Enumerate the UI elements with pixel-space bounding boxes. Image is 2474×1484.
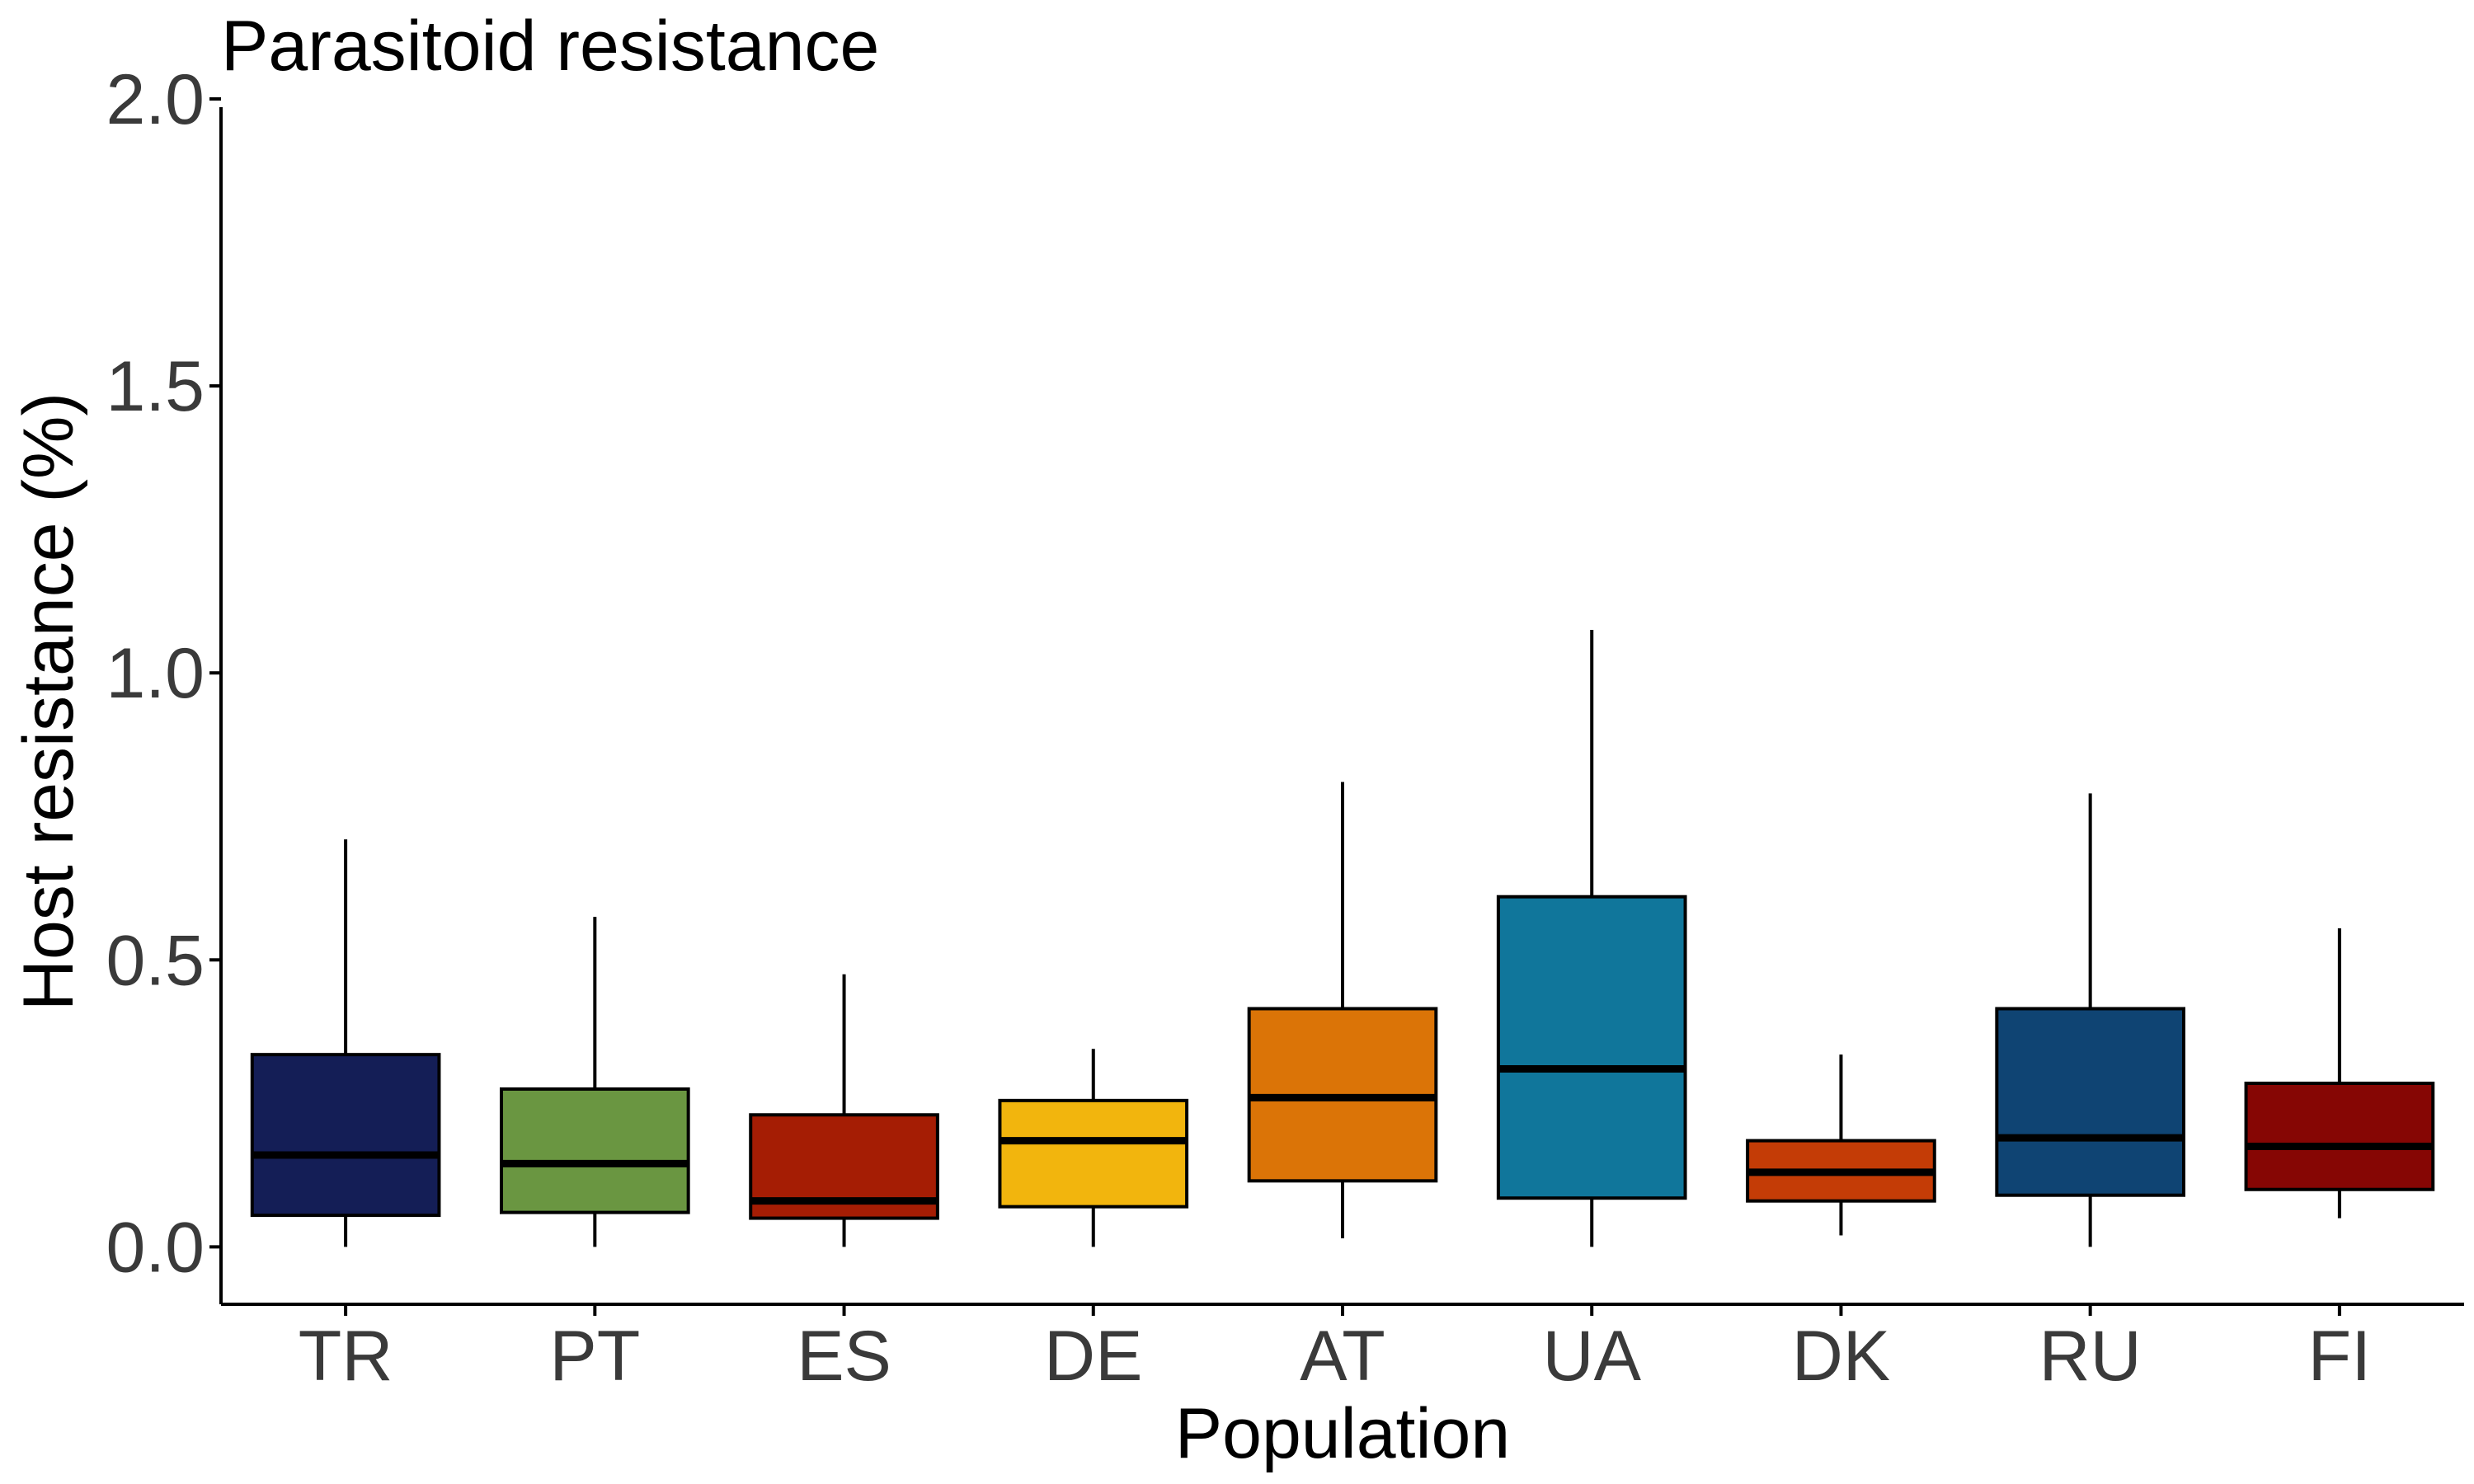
x-tick-label: FI <box>2308 1317 2371 1396</box>
x-tick-label: UA <box>1542 1317 1641 1396</box>
box-ru <box>1995 793 2185 1247</box>
box-de <box>998 1049 1189 1247</box>
x-tick-label: DK <box>1792 1317 1890 1396</box>
box-dk <box>1746 1054 1936 1236</box>
iqr-box <box>500 1087 690 1214</box>
box-tr <box>250 839 441 1247</box>
box-ua <box>1496 629 1687 1247</box>
box-at <box>1247 782 1438 1238</box>
y-tick-label: 0.0 <box>106 1208 205 1287</box>
y-tick-label: 1.5 <box>106 347 205 426</box>
y-tick-label: 0.5 <box>106 921 205 1000</box>
x-tick-label: DE <box>1044 1317 1142 1396</box>
y-tick-label: 2.0 <box>106 60 205 139</box>
y-tick-label: 1.0 <box>106 634 205 713</box>
y-axis-ticks: 0.0 0.5 1.0 1.5 2.0 <box>106 60 221 1287</box>
x-tick-label: AT <box>1300 1317 1385 1396</box>
iqr-box <box>2244 1081 2435 1191</box>
x-axis-ticks: TR PT ES DE AT UA DK RU FI <box>299 1304 2371 1396</box>
box-pt <box>500 917 690 1247</box>
iqr-box <box>250 1053 441 1218</box>
x-tick-label: TR <box>299 1317 393 1396</box>
x-axis-title: Population <box>1175 1394 1510 1473</box>
iqr-box <box>1496 895 1687 1200</box>
chart-title: Parasitoid resistance <box>221 7 879 86</box>
iqr-box <box>998 1098 1189 1209</box>
x-tick-label: RU <box>2039 1317 2142 1396</box>
box-es <box>749 974 939 1247</box>
box-fi <box>2244 928 2435 1219</box>
x-tick-label: PT <box>549 1317 640 1396</box>
iqr-box <box>1995 1007 2185 1197</box>
boxes <box>250 629 2435 1247</box>
y-axis-title: Host resistance (%) <box>9 392 88 1011</box>
x-tick-label: ES <box>797 1317 891 1396</box>
